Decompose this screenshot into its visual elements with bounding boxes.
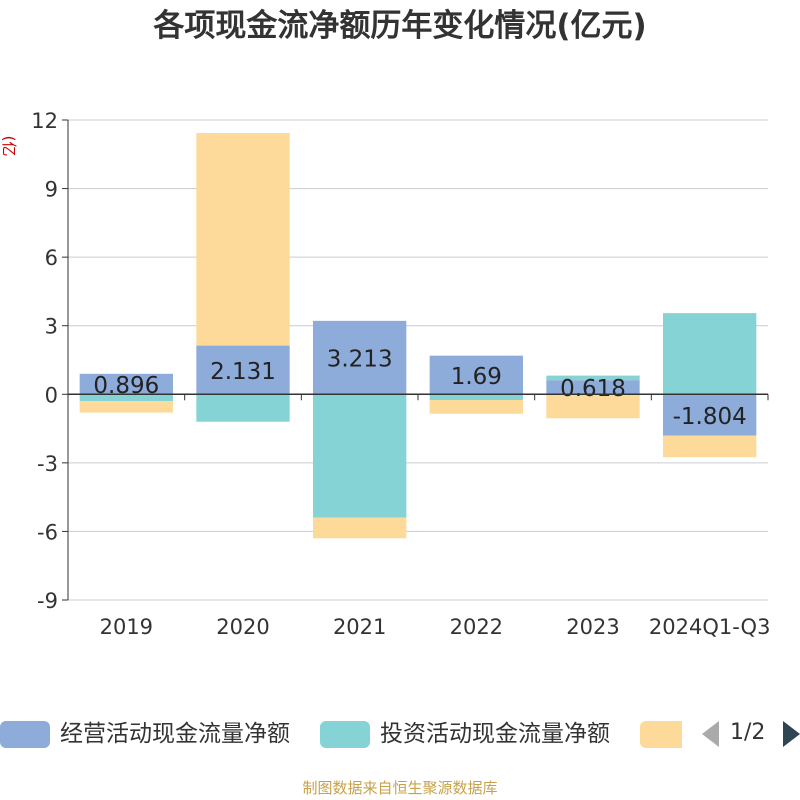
- x-tick-label: 2024Q1-Q3: [649, 615, 771, 639]
- legend-item-investing[interactable]: 投资活动现金流量净额: [320, 712, 630, 756]
- legend-page-indicator: 1/2: [730, 720, 766, 745]
- x-tick-label: 2021: [333, 615, 386, 639]
- legend-swatch-operating: [0, 721, 50, 748]
- bar-financing: [196, 133, 290, 346]
- y-tick-label: -6: [37, 520, 58, 544]
- y-tick-label: -9: [37, 589, 58, 613]
- bar-financing: [313, 517, 407, 539]
- x-tick-label: 2022: [450, 615, 503, 639]
- legend-swatch-investing: [320, 721, 370, 748]
- bar-operating: [313, 320, 407, 395]
- y-tick-label: 9: [45, 178, 58, 202]
- bar-investing: [663, 313, 757, 395]
- x-tick-label: 2019: [100, 615, 153, 639]
- legend-label-investing: 投资活动现金流量净额: [380, 721, 610, 747]
- legend-prev-page-icon[interactable]: [702, 721, 719, 747]
- bar-operating: [196, 345, 290, 395]
- y-tick-label: 12: [31, 109, 58, 133]
- data-label: 0.618: [560, 376, 626, 402]
- legend-swatch-financing: [640, 721, 682, 748]
- bar-investing: [196, 394, 290, 422]
- bar-financing: [663, 435, 757, 458]
- bar-financing: [546, 394, 640, 419]
- legend-label-operating: 经营活动现金流量净额: [60, 721, 290, 747]
- legend-item-operating[interactable]: 经营活动现金流量净额: [0, 712, 310, 756]
- bar-financing: [429, 400, 523, 414]
- chart-title: 各项现金流净额历年变化情况(亿元): [153, 8, 647, 44]
- legend-item-financing[interactable]: [640, 712, 682, 756]
- data-label: -1.804: [673, 404, 747, 430]
- bar-investing: [79, 394, 173, 402]
- y-tick-label: -3: [37, 452, 58, 476]
- bar-operating: [546, 380, 640, 395]
- data-label: 2.131: [210, 359, 276, 385]
- bar-financing: [79, 401, 173, 413]
- bar-investing: [313, 394, 407, 518]
- bar-investing: [546, 375, 640, 381]
- legend: 经营活动现金流量净额 投资活动现金流量净额: [0, 712, 800, 756]
- data-label: 1.69: [451, 364, 502, 390]
- bar-operating: [663, 394, 757, 436]
- y-tick-label: 6: [45, 246, 58, 270]
- data-label: 3.213: [327, 347, 393, 373]
- data-label: 0.896: [93, 373, 159, 399]
- x-tick-label: 2020: [216, 615, 269, 639]
- legend-next-page-icon[interactable]: [783, 721, 800, 747]
- bar-investing: [429, 394, 523, 400]
- y-tick-label: 3: [45, 315, 58, 339]
- bar-operating: [79, 373, 173, 395]
- y-tick-label: 0: [45, 383, 58, 407]
- bar-operating: [429, 355, 523, 395]
- data-source-note: 制图数据来自恒生聚源数据库: [302, 779, 498, 797]
- x-tick-label: 2023: [566, 615, 619, 639]
- stacked-bar-chart: 12 9 6 3 0 -3 -6 -9 0.896 2.131 3.213 1.69 0.618 -1.8…: [31, 109, 771, 639]
